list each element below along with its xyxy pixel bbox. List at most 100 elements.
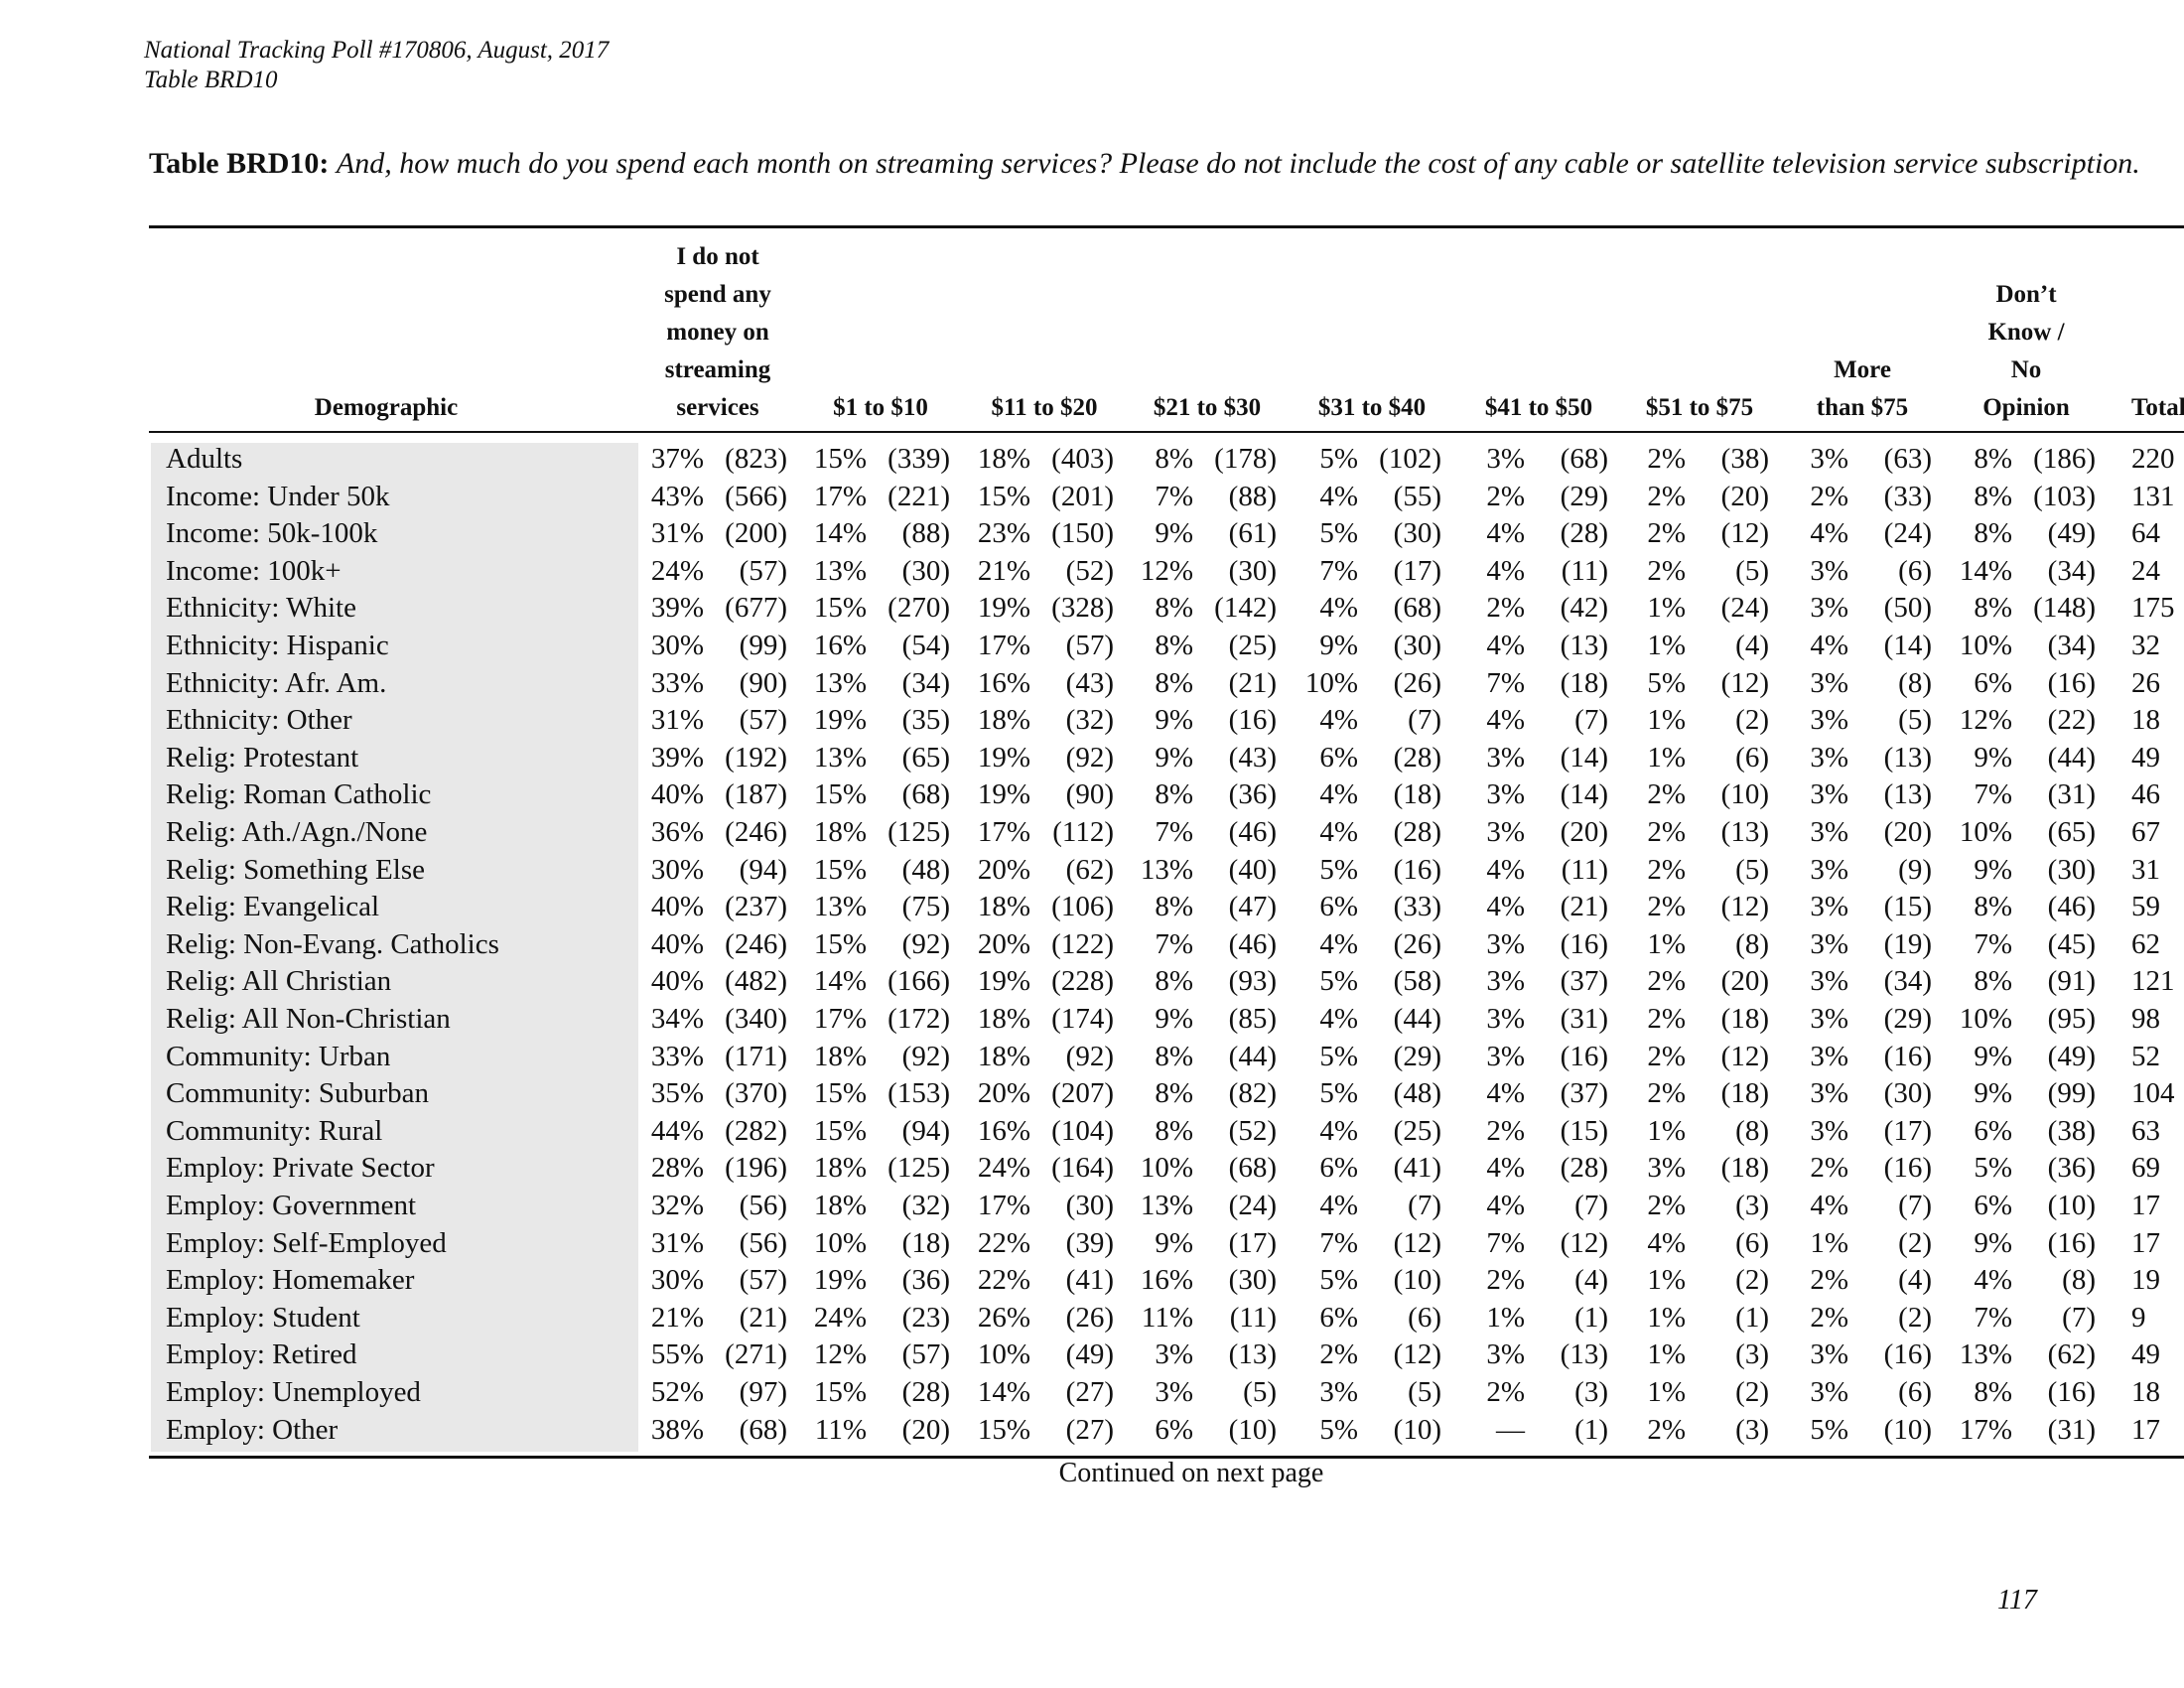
cell-count: (14) bbox=[1560, 741, 1608, 774]
cell-percent: 24% bbox=[977, 1152, 1030, 1185]
cell-count: (88) bbox=[901, 517, 950, 550]
cell-count: (17) bbox=[1228, 1226, 1277, 1259]
cell-percent: 6% bbox=[1974, 1114, 2012, 1147]
cell-percent: 30% bbox=[650, 1264, 704, 1297]
cell-percent: 2% bbox=[1810, 1301, 1848, 1334]
cell-count: (7) bbox=[1898, 1190, 1932, 1221]
cell-count: (13) bbox=[1883, 741, 1932, 774]
cell-count: (150) bbox=[1051, 517, 1114, 550]
cell-count: (92) bbox=[1065, 1040, 1114, 1072]
cell-count: (125) bbox=[887, 816, 950, 848]
cell-percent: 6% bbox=[1319, 741, 1358, 774]
cell-percent: 10% bbox=[1304, 666, 1358, 699]
cell-percent: 8% bbox=[1155, 965, 1193, 998]
cell-percent: 14% bbox=[813, 965, 867, 998]
row-label: Employ: Self-Employed bbox=[166, 1226, 447, 1259]
cell-count: (28) bbox=[1560, 1152, 1608, 1185]
cell-total: 31 bbox=[2131, 853, 2160, 886]
cell-percent: 30% bbox=[650, 630, 704, 661]
cell-count: (9) bbox=[1898, 853, 1932, 886]
cell-percent: 10% bbox=[1959, 1003, 2012, 1035]
cell-total: 67 bbox=[2131, 816, 2160, 848]
row-label: Employ: Government bbox=[166, 1190, 417, 1221]
column-header: Don’t bbox=[1995, 281, 2057, 308]
cell-percent: 15% bbox=[813, 853, 867, 886]
cell-count: (43) bbox=[1228, 741, 1277, 774]
cell-count: (33) bbox=[1883, 480, 1932, 512]
column-header: Know / bbox=[1987, 319, 2065, 346]
cell-count: (12) bbox=[1560, 1226, 1608, 1259]
cell-count: (8) bbox=[1898, 666, 1932, 699]
cell-count: (68) bbox=[1393, 592, 1441, 625]
cell-percent: 2% bbox=[1810, 480, 1848, 512]
cell-total: 49 bbox=[2131, 741, 2160, 774]
cell-percent: 36% bbox=[650, 816, 704, 848]
cell-count: (1) bbox=[1574, 1301, 1608, 1334]
cell-count: (99) bbox=[2047, 1077, 2096, 1110]
cell-total: 104 bbox=[2131, 1077, 2175, 1110]
cell-percent: 9% bbox=[1155, 704, 1193, 737]
cell-total: 17 bbox=[2131, 1226, 2160, 1259]
cell-percent: 18% bbox=[977, 443, 1030, 475]
cell-percent: 40% bbox=[650, 891, 704, 923]
top-rule bbox=[149, 225, 2184, 228]
cell-percent: 3% bbox=[1486, 443, 1525, 475]
cell-count: (24) bbox=[1883, 517, 1932, 550]
running-header: National Tracking Poll #170806, August, … bbox=[144, 36, 609, 95]
cell-count: (90) bbox=[1065, 778, 1114, 811]
row-label: Employ: Other bbox=[166, 1413, 339, 1446]
cell-count: (21) bbox=[1228, 666, 1277, 699]
cell-percent: 37% bbox=[650, 443, 704, 475]
header-line: National Tracking Poll #170806, August, … bbox=[144, 37, 610, 64]
cell-percent: 7% bbox=[1155, 927, 1193, 960]
cell-percent: 1% bbox=[1810, 1226, 1848, 1259]
cell-count: (31) bbox=[2047, 1413, 2096, 1446]
cell-count: (32) bbox=[901, 1190, 950, 1221]
cell-percent: 16% bbox=[813, 630, 867, 661]
cell-percent: 8% bbox=[1155, 443, 1193, 475]
cell-percent: 2% bbox=[1647, 1190, 1686, 1221]
cell-count: (3) bbox=[1574, 1376, 1608, 1408]
cell-count: (57) bbox=[739, 1264, 787, 1297]
cell-count: (28) bbox=[1393, 816, 1441, 848]
cell-count: (34) bbox=[901, 666, 950, 699]
cell-percent: 22% bbox=[977, 1264, 1030, 1297]
cell-count: (4) bbox=[1735, 630, 1769, 661]
cell-percent: 16% bbox=[977, 1114, 1030, 1147]
cell-percent: 7% bbox=[1155, 480, 1193, 512]
cell-count: (6) bbox=[1898, 554, 1932, 587]
cell-percent: 18% bbox=[813, 1040, 867, 1072]
cell-percent: 9% bbox=[1974, 853, 2012, 886]
cell-total: 64 bbox=[2131, 517, 2160, 550]
cell-percent: 8% bbox=[1155, 1077, 1193, 1110]
cell-count: (48) bbox=[1393, 1077, 1441, 1110]
cell-percent: 34% bbox=[650, 1003, 704, 1035]
cell-count: (46) bbox=[1228, 927, 1277, 960]
cell-percent: 8% bbox=[1974, 517, 2012, 550]
cell-count: (1) bbox=[1735, 1301, 1769, 1334]
cell-percent: 33% bbox=[650, 666, 704, 699]
cell-count: (18) bbox=[1720, 1077, 1769, 1110]
cell-percent: 3% bbox=[1810, 778, 1848, 811]
cell-total: 131 bbox=[2131, 480, 2175, 512]
cell-total: 18 bbox=[2131, 1376, 2160, 1408]
cell-count: (20) bbox=[1560, 816, 1608, 848]
cell-percent: 19% bbox=[977, 592, 1030, 625]
cell-count: (65) bbox=[901, 741, 950, 774]
cell-count: (200) bbox=[725, 517, 787, 550]
cell-percent: 4% bbox=[1319, 1114, 1358, 1147]
cell-percent: 2% bbox=[1647, 1003, 1686, 1035]
cell-percent: 16% bbox=[977, 666, 1030, 699]
cell-percent: 18% bbox=[813, 816, 867, 848]
cell-percent: 2% bbox=[1647, 1077, 1686, 1110]
cell-count: (34) bbox=[1883, 965, 1932, 998]
cell-count: (44) bbox=[1228, 1040, 1277, 1072]
cell-count: (16) bbox=[1883, 1152, 1932, 1185]
cell-percent: 12% bbox=[1140, 554, 1193, 587]
cell-percent: 8% bbox=[1974, 891, 2012, 923]
cell-percent: 4% bbox=[1810, 517, 1848, 550]
cell-percent: 3% bbox=[1810, 853, 1848, 886]
cell-percent: 21% bbox=[977, 554, 1030, 587]
cell-percent: 3% bbox=[1486, 741, 1525, 774]
cell-total: 49 bbox=[2131, 1338, 2160, 1371]
